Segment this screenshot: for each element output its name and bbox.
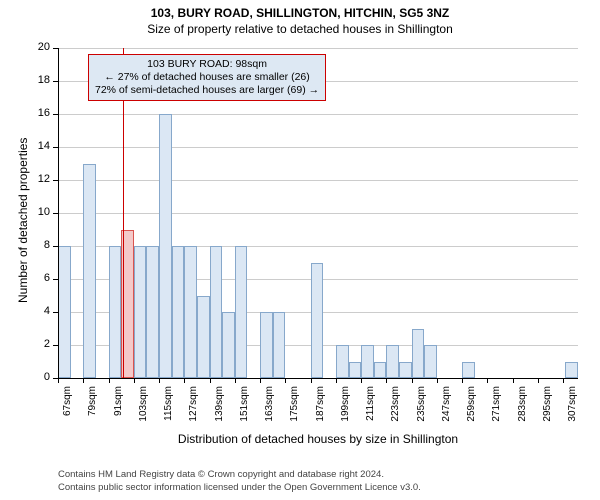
x-tick-label: 103sqm [138,386,149,426]
y-tick-label: 0 [26,371,50,383]
y-tick-label: 20 [26,41,50,53]
histogram-bar [197,296,210,379]
annotation-box: 103 BURY ROAD: 98sqm← 27% of detached ho… [88,54,326,101]
chart-title: 103, BURY ROAD, SHILLINGTON, HITCHIN, SG… [0,0,600,20]
histogram-bar [565,362,578,379]
chart-subtitle: Size of property relative to detached ho… [0,20,600,36]
x-tick-label: 67sqm [62,386,73,426]
x-tick [109,378,110,383]
x-tick-label: 115sqm [163,386,174,426]
x-tick [462,378,463,383]
x-tick [260,378,261,383]
histogram-bar [349,362,362,379]
x-tick-label: 247sqm [441,386,452,426]
histogram-bar [184,246,197,378]
y-tick-label: 2 [26,338,50,350]
copyright-line-2: Contains public sector information licen… [58,482,421,494]
histogram-bar [146,246,159,378]
x-tick [235,378,236,383]
x-tick [437,378,438,383]
x-axis-title: Distribution of detached houses by size … [58,432,578,446]
histogram-bar [374,362,387,379]
histogram-bar [134,246,147,378]
histogram-bar [83,164,96,379]
plot-area: 0246810121416182067sqm79sqm91sqm103sqm11… [58,48,578,378]
histogram-bar [235,246,248,378]
annotation-line-3: 72% of semi-detached houses are larger (… [95,84,319,97]
x-tick-label: 211sqm [365,386,376,426]
histogram-bar [172,246,185,378]
x-tick-label: 259sqm [466,386,477,426]
x-tick-label: 79sqm [87,386,98,426]
histogram-bar [311,263,324,379]
x-tick [487,378,488,383]
histogram-bar [58,246,71,378]
histogram-bar [273,312,286,378]
x-tick [134,378,135,383]
x-tick [386,378,387,383]
histogram-bar [109,246,122,378]
x-tick [412,378,413,383]
x-tick [311,378,312,383]
y-axis-title: Number of detached properties [16,138,30,303]
histogram-bar [399,362,412,379]
x-tick-label: 139sqm [214,386,225,426]
x-tick [513,378,514,383]
histogram-bar [424,345,437,378]
grid-line [58,48,578,49]
histogram-bar [386,345,399,378]
x-tick [83,378,84,383]
histogram-bar [462,362,475,379]
x-tick [210,378,211,383]
x-tick-label: 151sqm [239,386,250,426]
x-tick-label: 175sqm [289,386,300,426]
y-tick-label: 18 [26,74,50,86]
x-tick [361,378,362,383]
x-tick-label: 223sqm [390,386,401,426]
grid-line [58,147,578,148]
x-tick [159,378,160,383]
y-tick-label: 16 [26,107,50,119]
annotation-line-2: ← 27% of detached houses are smaller (26… [95,71,319,84]
histogram-bar [260,312,273,378]
x-tick [538,378,539,383]
histogram-bar [210,246,223,378]
histogram-bar [336,345,349,378]
x-tick-label: 91sqm [113,386,124,426]
histogram-bar [412,329,425,379]
y-axis-line [58,48,59,378]
x-tick-label: 283sqm [517,386,528,426]
x-tick [184,378,185,383]
x-tick [336,378,337,383]
y-tick-label: 4 [26,305,50,317]
histogram-bar [159,114,172,378]
copyright-line-1: Contains HM Land Registry data © Crown c… [58,469,421,481]
copyright-text: Contains HM Land Registry data © Crown c… [58,469,421,494]
x-tick-label: 271sqm [491,386,502,426]
grid-line [58,180,578,181]
x-tick-label: 187sqm [315,386,326,426]
x-tick [58,378,59,383]
x-tick [285,378,286,383]
grid-line [58,213,578,214]
x-tick-label: 295sqm [542,386,553,426]
x-tick-label: 235sqm [416,386,427,426]
x-axis-line [58,378,578,379]
x-tick-label: 199sqm [340,386,351,426]
chart-container: 103, BURY ROAD, SHILLINGTON, HITCHIN, SG… [0,0,600,500]
histogram-bar [361,345,374,378]
annotation-line-1: 103 BURY ROAD: 98sqm [95,58,319,71]
grid-line [58,114,578,115]
x-tick [563,378,564,383]
histogram-bar [222,312,235,378]
x-tick-label: 307sqm [567,386,578,426]
x-tick-label: 163sqm [264,386,275,426]
x-tick-label: 127sqm [188,386,199,426]
